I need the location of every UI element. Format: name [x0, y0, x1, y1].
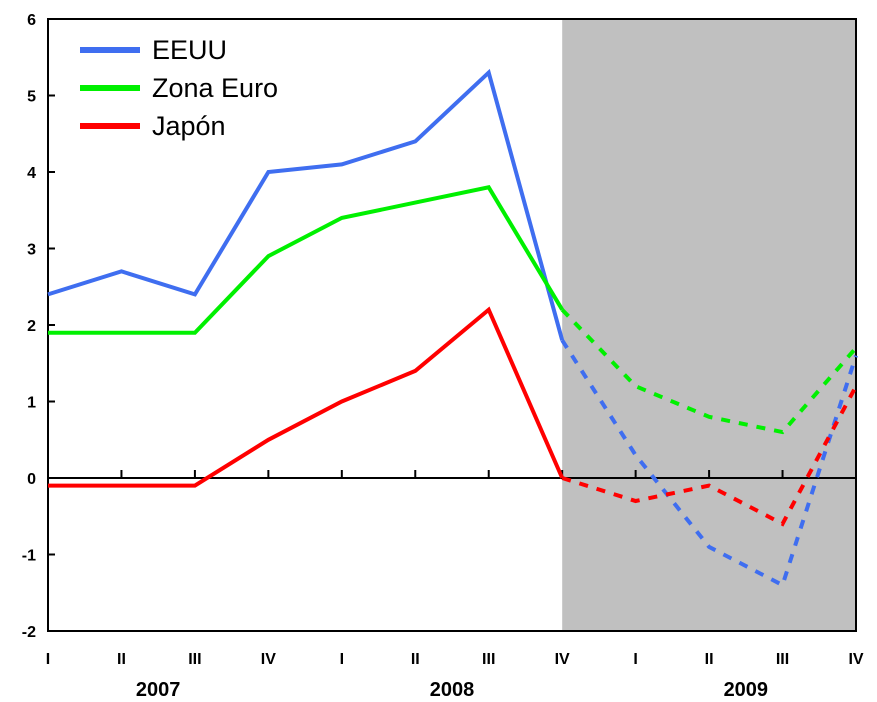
x-tick-label: I — [633, 651, 637, 668]
x-tick-label: I — [340, 651, 344, 668]
series-line-actual — [48, 185, 564, 335]
year-label: 2007 — [136, 679, 181, 701]
x-tick-label: III — [776, 651, 789, 668]
year-label: 2009 — [724, 679, 769, 701]
x-tick-label: IV — [261, 651, 276, 668]
legend-label: Japón — [152, 111, 226, 141]
y-tick-label: 0 — [27, 471, 36, 488]
y-tick-label: -1 — [22, 548, 36, 565]
x-tick-label: I — [46, 651, 50, 668]
forecast-shading — [562, 19, 856, 631]
series-line-forecast — [561, 385, 858, 527]
x-tick-label: IV — [848, 651, 863, 668]
y-tick-label: 5 — [27, 89, 36, 106]
x-tick-label: III — [188, 651, 201, 668]
legend-label: Zona Euro — [152, 73, 278, 103]
series-line-actual — [47, 68, 565, 341]
y-tick-label: 1 — [27, 395, 36, 412]
y-tick-label: 2 — [27, 318, 36, 335]
x-tick-label: IV — [555, 651, 570, 668]
x-tick-label: II — [411, 651, 420, 668]
series-line-forecast — [560, 339, 858, 588]
y-tick-label: 4 — [27, 165, 36, 182]
y-tick-label: 3 — [27, 242, 36, 259]
series-line-actual — [48, 306, 565, 488]
series-line-forecast — [560, 308, 858, 435]
x-tick-label: III — [482, 651, 495, 668]
year-label: 2008 — [430, 679, 475, 701]
series-layer — [47, 68, 858, 588]
y-tick-label: -2 — [22, 624, 36, 641]
y-axis: -2 -1 0 1 2 3 4 5 6 — [22, 12, 55, 641]
legend-label: EEUU — [152, 35, 227, 65]
legend: EEUU Zona Euro Japón — [80, 35, 278, 141]
y-tick-label: 6 — [27, 12, 36, 29]
x-tick-label: II — [705, 651, 714, 668]
x-tick-label: II — [117, 651, 126, 668]
